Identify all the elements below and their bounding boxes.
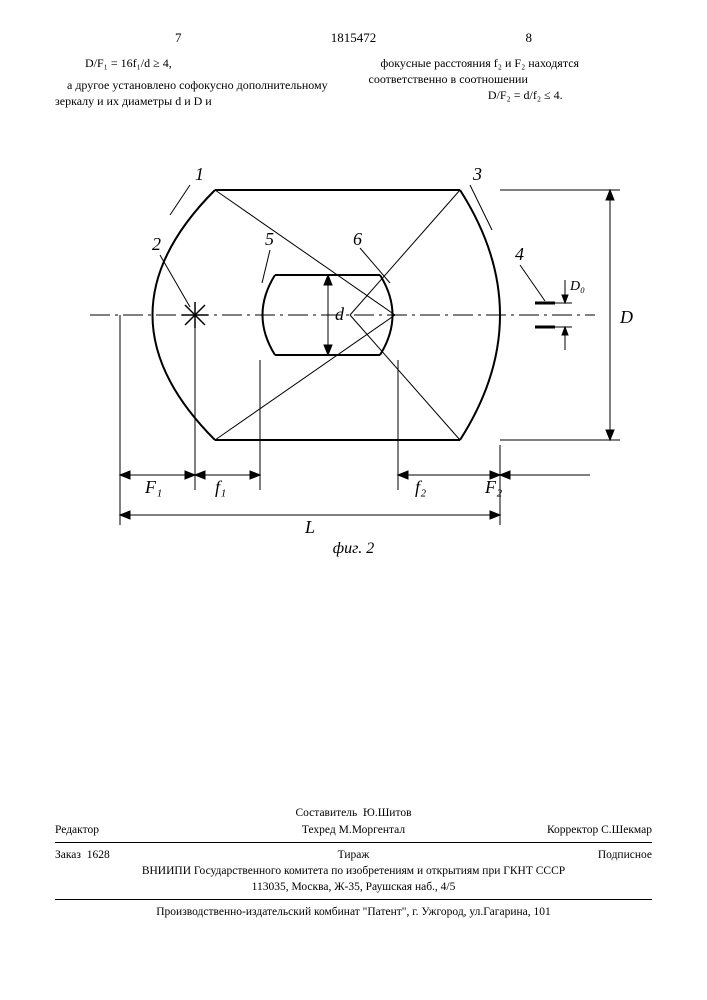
patent-number: 1815472 <box>0 30 707 46</box>
text-columns: D/F₁ = 16f₁/d ≥ 4, а другое установлено … <box>55 55 652 110</box>
compiler-label: Составитель <box>295 807 357 819</box>
label-F2: F₂ <box>484 477 502 497</box>
source-star <box>182 302 208 328</box>
divider-1 <box>55 842 652 843</box>
ray-d <box>350 315 460 440</box>
label-f2: f₂ <box>415 477 426 497</box>
ray-b <box>215 315 395 440</box>
label-5: 5 <box>265 229 274 249</box>
footer: Составитель Ю.Шитов Редактор Техред М.Мо… <box>55 805 652 920</box>
tirazh: Тираж <box>338 849 370 861</box>
techred-label: Техред <box>302 824 336 836</box>
right-paragraph: фокусные расстояния f₂ и F₂ находятся со… <box>369 55 653 87</box>
printer-line: Производственно-издательский комбинат "П… <box>55 904 652 920</box>
label-2: 2 <box>152 234 161 254</box>
page: 7 1815472 8 D/F₁ = 16f₁/d ≥ 4, а другое … <box>0 0 707 1000</box>
right-formula: D/F₂ = d/f₂ ≤ 4. <box>369 87 653 103</box>
label-D: D <box>619 307 633 327</box>
ray-a <box>215 190 395 315</box>
leader-6 <box>360 248 390 283</box>
label-4: 4 <box>515 244 524 264</box>
page-number-right: 8 <box>526 30 533 46</box>
divider-2 <box>55 899 652 900</box>
label-F1: F₁ <box>144 477 162 497</box>
leader-1 <box>170 185 190 215</box>
figure-2: 1 2 3 4 5 6 d D <box>60 155 650 545</box>
figure-svg: 1 2 3 4 5 6 d D <box>60 155 650 545</box>
order-label: Заказ <box>55 849 81 861</box>
left-column: D/F₁ = 16f₁/d ≥ 4, а другое установлено … <box>55 55 339 110</box>
leader-5 <box>262 250 270 283</box>
leader-3 <box>470 185 492 230</box>
left-paragraph: а другое установлено софокусно дополните… <box>55 77 339 109</box>
compiler-name: Ю.Шитов <box>363 807 412 819</box>
figure-caption: фиг. 2 <box>0 540 707 558</box>
left-formula: D/F₁ = 16f₁/d ≥ 4, <box>55 55 339 71</box>
label-d: d <box>335 304 345 324</box>
label-D0: D₀ <box>569 279 585 294</box>
org-addr: 113035, Москва, Ж-35, Раушская наб., 4/5 <box>55 879 652 895</box>
editor-label: Редактор <box>55 824 99 836</box>
label-3: 3 <box>472 164 482 184</box>
techred-name: М.Моргентал <box>339 824 405 836</box>
corrector-name: С.Шекмар <box>601 824 652 836</box>
label-f1: f₁ <box>215 477 226 497</box>
ray-c <box>350 190 460 315</box>
corrector-label: Корректор <box>547 824 598 836</box>
right-column: фокусные расстояния f₂ и F₂ находятся со… <box>369 55 653 110</box>
order-number: 1628 <box>87 849 110 861</box>
dimension-f1 <box>195 471 260 479</box>
podpisnoe: Подписное <box>598 849 652 861</box>
label-6: 6 <box>353 229 362 249</box>
dimension-F2 <box>500 471 590 479</box>
leader-2 <box>160 255 190 307</box>
label-L: L <box>304 517 315 537</box>
label-1: 1 <box>195 164 204 184</box>
leader-4 <box>520 265 545 301</box>
org-line: ВНИИПИ Государственного комитета по изоб… <box>55 863 652 879</box>
